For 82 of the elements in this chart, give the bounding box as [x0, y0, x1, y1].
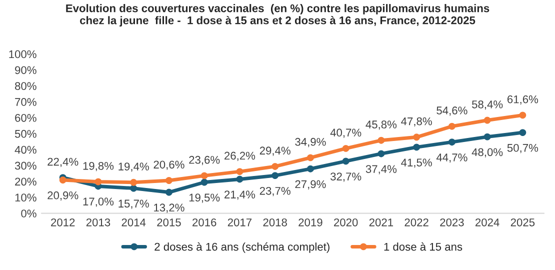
- point: [413, 134, 420, 141]
- point: [165, 177, 172, 184]
- data-label: 29,4%: [260, 146, 290, 156]
- data-label: 26,2%: [224, 152, 256, 161]
- point: [448, 122, 456, 130]
- x-tick-label: 2013: [86, 218, 110, 226]
- x-tick-label: 2014: [122, 218, 146, 226]
- data-label: 34,9%: [295, 138, 326, 148]
- x-tick-label: 2021: [369, 218, 394, 226]
- point: [200, 172, 208, 180]
- point: [342, 158, 350, 165]
- x-tick-label: 2025: [510, 218, 535, 226]
- point: [130, 178, 138, 186]
- y-tick-label: 90%: [15, 66, 36, 74]
- data-label: 44,7%: [436, 154, 468, 163]
- point: [342, 144, 350, 152]
- data-label: 54,6%: [436, 106, 468, 116]
- data-label: 32,7%: [330, 172, 362, 182]
- y-tick-label: 80%: [15, 82, 36, 90]
- data-label: 21,4%: [224, 190, 256, 200]
- data-label: 23,7%: [260, 186, 290, 196]
- point: [272, 162, 279, 170]
- point: [519, 129, 526, 136]
- point: [94, 178, 102, 186]
- data-label: 37,4%: [366, 165, 397, 174]
- chart-title: Evolution des couvertures vaccinales (en %) contre les papillomavirus humains chez la jeune fille - 1 dose à 15 ans et 2 doses à 16 ans, France, 2012-2025: [66, 4, 490, 26]
- point: [236, 168, 244, 176]
- y-tick-label: 10%: [15, 194, 36, 202]
- point: [378, 150, 385, 158]
- x-tick-label: 2018: [263, 218, 287, 226]
- data-label: 23,6%: [189, 156, 220, 166]
- data-label: 15,7%: [118, 200, 149, 209]
- point: [165, 188, 172, 196]
- y-tick-label: 60%: [15, 114, 36, 122]
- x-tick-label: 2019: [298, 218, 322, 226]
- x-tick-label: 2024: [476, 218, 500, 226]
- data-label: 17,0%: [83, 198, 114, 207]
- legend-label: 1 dose à 15 ans: [384, 242, 462, 251]
- point: [484, 133, 491, 140]
- data-label: 40,7%: [330, 128, 362, 138]
- data-label: 50,7%: [507, 144, 538, 154]
- point: [236, 176, 244, 183]
- data-label: 47,8%: [401, 117, 432, 127]
- data-label: 41,5%: [401, 158, 432, 168]
- point: [413, 144, 420, 151]
- data-label: 19,4%: [118, 162, 149, 172]
- data-label: 13,2%: [154, 204, 184, 213]
- data-label: 27,9%: [295, 180, 326, 190]
- y-tick-label: 100%: [9, 50, 36, 58]
- data-label: 20,9%: [48, 191, 78, 201]
- point: [484, 116, 491, 124]
- y-tick-label: 50%: [14, 130, 36, 138]
- point: [200, 178, 208, 186]
- y-tick-label: 30%: [14, 162, 36, 170]
- x-tick-label: 2016: [192, 218, 216, 226]
- data-label: 48,0%: [472, 148, 503, 158]
- point: [448, 138, 456, 146]
- point: [306, 154, 314, 162]
- x-tick-label: 2020: [334, 218, 358, 226]
- point: [272, 172, 279, 180]
- point: [59, 176, 66, 184]
- point: [306, 165, 314, 172]
- point: [519, 112, 526, 119]
- data-label: 45,8%: [366, 120, 397, 130]
- x-tick-label: 2015: [157, 218, 181, 226]
- data-label: 22,4%: [48, 158, 78, 168]
- y-tick-label: 70%: [15, 98, 36, 106]
- x-tick-label: 2023: [440, 218, 464, 226]
- data-label: 58,4%: [472, 100, 503, 110]
- x-tick-label: 2017: [228, 218, 252, 226]
- point: [130, 184, 138, 192]
- y-tick-label: 0%: [21, 210, 36, 218]
- data-label: 61,6%: [507, 95, 538, 105]
- point: [378, 136, 385, 144]
- data-label: 20,6%: [154, 160, 184, 170]
- y-tick-label: 20%: [15, 178, 36, 186]
- y-tick-label: 40%: [14, 146, 36, 154]
- x-tick-label: 2012: [51, 218, 75, 226]
- data-label: 19,8%: [83, 162, 114, 172]
- data-label: 19,5%: [189, 194, 220, 203]
- x-tick-label: 2022: [404, 218, 428, 226]
- legend-label: 2 doses à 16 ans (schéma complet): [154, 242, 330, 253]
